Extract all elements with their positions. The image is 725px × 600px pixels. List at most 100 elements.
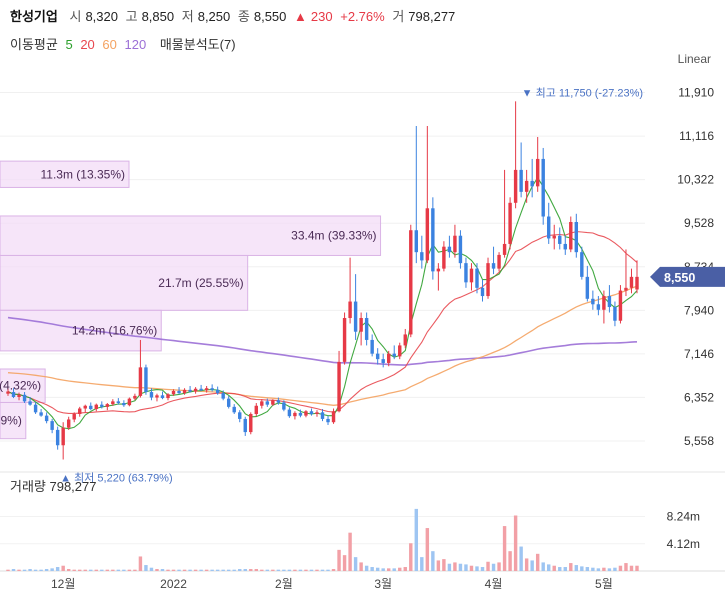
x-tick-label: 5월 [595,577,613,591]
volume-tick-label: 4.12m [667,537,700,551]
volume-bar [348,532,352,571]
volume-bar [607,568,612,571]
candle-body [530,180,534,187]
volume-bar [315,569,319,571]
candle-body [315,412,319,414]
volume-bar [342,555,347,571]
volume-profile-bar [0,309,162,352]
candle-body [265,401,270,405]
volume-bar [249,569,253,571]
volume-bar [199,569,203,571]
volume-bar [629,565,634,571]
candle-body [469,268,474,283]
volume-bar [298,569,303,571]
candle-body [447,246,452,253]
volume-bar [111,569,115,571]
volume-bar [116,569,121,571]
candle-body [122,403,126,406]
candle-body [337,361,341,412]
candle-body [199,388,203,391]
volume-bar [260,569,264,571]
volume-bar [243,569,247,571]
candle-body [105,404,110,407]
volume-bar [72,569,76,571]
candles [6,101,639,460]
x-tick-label: 3월 [374,577,392,591]
volume-bar [469,565,474,571]
volume-bar [78,569,82,571]
x-tick-label: 4월 [485,577,503,591]
candle-body [221,393,225,399]
volume-bar [502,526,507,571]
volume-profile-label: 11.3m (13.35%) [41,167,126,181]
candle-body [442,246,446,269]
price-tick-label: 10,322 [677,173,714,187]
price-tick-label: 7,940 [684,303,714,317]
candle-body [155,395,159,398]
scale-toggle[interactable]: Linear [677,52,711,66]
volume-bar [326,569,330,571]
high-marker: ▼ 최고 11,750 (-27.23%) [522,86,643,99]
candle-body [232,406,236,413]
candle-body [254,405,258,414]
candle-body [22,394,27,402]
low-label: 저 [181,9,194,24]
volume-profile [0,160,382,440]
candle-body [591,298,595,305]
volume-profile-bar [0,215,382,256]
volume-bar [569,563,573,571]
candle-body [304,411,308,416]
volume-bar [188,569,192,571]
candle-body [519,169,523,192]
candle-body [298,412,303,416]
candle-body [398,345,402,357]
candle-body [149,392,154,398]
candle-body [464,263,468,283]
volume-bar [596,568,601,571]
candle-body [420,252,424,261]
candle-body [574,222,579,253]
candle-body [585,276,590,299]
candle-body [370,339,374,354]
volume-bar [105,569,110,571]
high-label: 고 [125,9,138,24]
price-tick-label: 7,146 [684,347,714,361]
volume-profile-label[interactable]: 매물분석도(7) [159,37,236,52]
price-tick-label: 11,116 [679,129,714,143]
candle-body [353,301,358,332]
ma-legend[interactable]: 이동평균 5 20 60 120 매물분석도(7) [10,34,240,53]
volume-bar [66,569,71,571]
volume-bar [431,551,435,571]
volume-bar [22,569,27,571]
volume-bar [193,569,198,571]
candle-body [6,391,10,394]
volume-tick-label: 8.24m [667,510,700,524]
candle-body [100,404,104,407]
change-value: 230 [310,9,333,24]
close-value: 8,550 [253,9,287,24]
candle-body [276,400,281,403]
volume-bar [138,556,143,571]
volume-bar [166,569,170,571]
volume-profile-bar [0,401,27,440]
volume-bar [331,569,336,571]
candle-body [547,216,551,239]
volume-bar [177,569,181,571]
volume-bar [414,508,419,571]
volume-bar [254,569,258,571]
volume-bar [304,569,308,571]
candle-body [271,400,275,405]
candle-body [475,268,479,288]
volume-bar [265,569,270,571]
volume-profile-bar [0,254,249,311]
volume-bar [547,564,551,571]
volume-bar [55,567,60,571]
candle-body [55,429,60,446]
volume-profile-label: 14.2m (16.76%) [72,324,157,338]
candle-body [580,252,584,277]
candle-body [480,287,485,297]
volume-bar [624,563,628,571]
volume-bar [387,568,391,571]
candle-body [83,405,87,409]
